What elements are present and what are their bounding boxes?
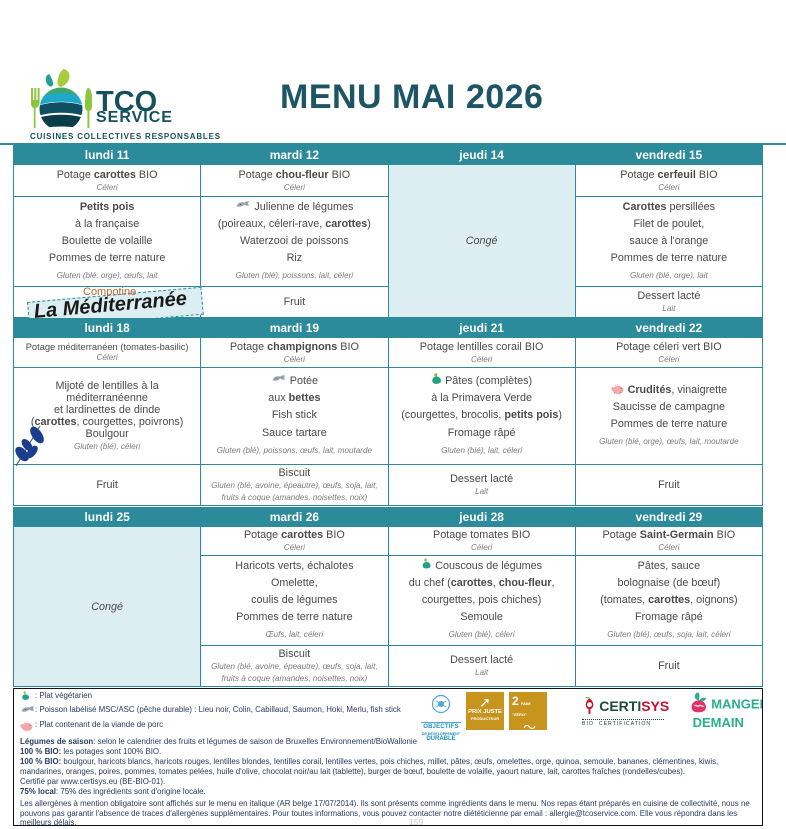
svg-text:MENU MAI 2026: MENU MAI 2026 — [280, 78, 543, 116]
svg-text:SERVICE: SERVICE — [96, 109, 173, 126]
svg-text:CUISINES COLLECTIVES RESPONSAB: CUISINES COLLECTIVES RESPONSABLES — [30, 132, 221, 141]
